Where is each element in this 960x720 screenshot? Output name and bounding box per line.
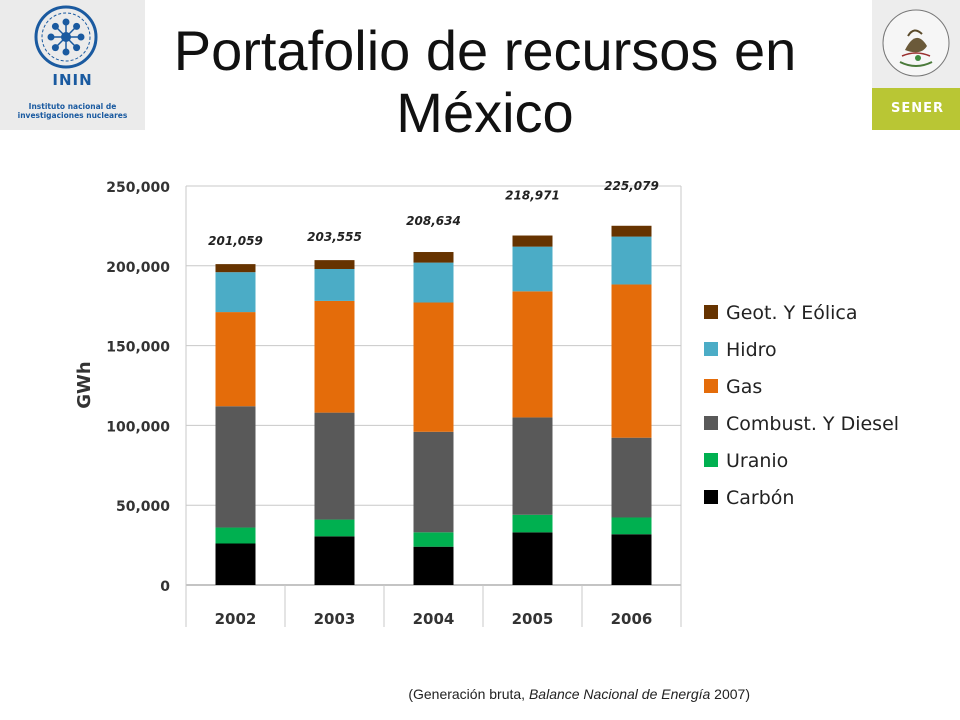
legend-swatch: [704, 305, 718, 319]
y-tick-label: 100,000: [106, 419, 170, 435]
bar-segment: [611, 284, 652, 438]
source-caption: (Generación bruta, Balance Nacional de E…: [300, 686, 750, 702]
x-tick-label: 2004: [413, 610, 455, 628]
bar-segment: [215, 406, 256, 528]
bar-segment: [215, 264, 256, 273]
bars: [215, 225, 652, 585]
y-tick-label: 250,000: [106, 180, 170, 196]
bar-segment: [611, 236, 652, 285]
caption-source: Balance Nacional de Energía: [528, 686, 711, 702]
bar-segment: [413, 302, 454, 432]
bar-segment: [512, 514, 553, 533]
bar-segment: [413, 532, 454, 547]
bar-segment: [215, 527, 256, 544]
bar-segment: [413, 431, 454, 533]
bar-segment: [413, 262, 454, 303]
legend-label: Combust. Y Diesel: [726, 413, 899, 435]
legend-label: Hidro: [726, 339, 777, 361]
data-label-total: 218,971: [505, 189, 560, 203]
bar-segment: [611, 225, 652, 237]
bar-segment: [413, 252, 454, 263]
sener-logo: SENER: [872, 0, 960, 130]
caption-prefix: (Generación bruta,: [408, 686, 529, 702]
inin-logo: ININ Instituto nacional de investigacion…: [0, 0, 145, 130]
bar-segment: [611, 437, 652, 518]
legend: Geot. Y Eólica Hidro Gas Combust. Y Diesel U…: [704, 302, 899, 509]
data-label-total: 208,634: [406, 214, 461, 228]
caption-suffix: 2007): [710, 686, 750, 702]
sener-logo-name: SENER: [891, 101, 945, 116]
legend-label: Carbón: [726, 487, 794, 509]
legend-label: Geot. Y Eólica: [726, 302, 858, 324]
chart-labels: 0 50,000 100,000 150,000 200,000 250,000 GWh 20…: [74, 179, 659, 628]
legend-swatch: [704, 453, 718, 467]
bar-segment: [611, 517, 652, 535]
x-tick-label: 2002: [215, 610, 257, 628]
inin-subtitle-line1: Instituto nacional de: [28, 102, 117, 111]
data-label-total: 225,079: [604, 179, 659, 193]
y-tick-label: 150,000: [106, 340, 170, 356]
inin-atom-icon: [34, 5, 98, 69]
bar-segment: [314, 268, 355, 301]
legend-swatch: [704, 342, 718, 356]
legend-swatch: [704, 416, 718, 430]
bar-segment: [314, 300, 355, 413]
legend-swatch: [704, 490, 718, 504]
bar-segment: [512, 291, 553, 418]
y-axis-title: GWh: [74, 361, 95, 408]
data-label-total: 201,059: [208, 234, 263, 248]
bar-segment: [215, 272, 256, 313]
legend-label: Uranio: [726, 450, 788, 472]
y-tick-label: 0: [160, 579, 170, 595]
bar-segment: [512, 235, 553, 247]
bar-segment: [413, 546, 454, 585]
x-tick-label: 2003: [314, 610, 356, 628]
data-label-total: 203,555: [307, 230, 362, 244]
bar-segment: [314, 536, 355, 585]
mexican-coat-of-arms-icon: [882, 9, 950, 77]
bar-segment: [215, 312, 256, 407]
bar-segment: [314, 412, 355, 520]
bar-segment: [314, 260, 355, 269]
slide-title: Portafolio de recursos en México: [173, 19, 797, 144]
bar-segment: [215, 543, 256, 585]
y-tick-label: 50,000: [116, 499, 170, 515]
x-tick-label: 2005: [512, 610, 554, 628]
bar-segment: [611, 534, 652, 585]
bar-segment: [512, 417, 553, 515]
legend-label: Gas: [726, 376, 762, 398]
y-tick-label: 200,000: [106, 260, 170, 276]
x-tick-label: 2006: [611, 610, 653, 628]
sener-band: [872, 88, 960, 130]
bar-segment: [512, 532, 553, 585]
inin-logo-subtitle: Instituto nacional de investigaciones nu…: [0, 102, 145, 120]
legend-swatch: [704, 379, 718, 393]
gridlines: [185, 185, 682, 627]
bar-segment: [512, 246, 553, 292]
inin-logo-name: ININ: [52, 71, 93, 89]
inin-subtitle-line2: investigaciones nucleares: [17, 111, 128, 120]
bar-segment: [314, 519, 355, 537]
